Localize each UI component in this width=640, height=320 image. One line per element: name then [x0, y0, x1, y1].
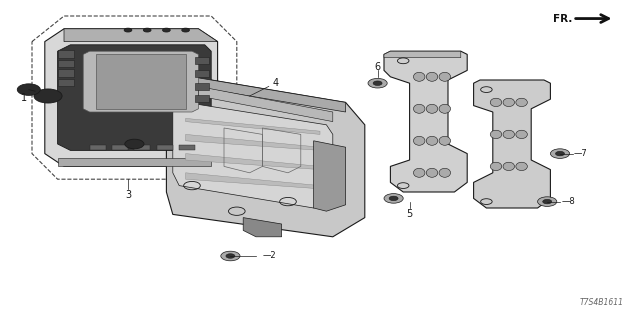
- Ellipse shape: [426, 168, 438, 177]
- Text: 1: 1: [21, 92, 28, 103]
- Circle shape: [543, 199, 552, 204]
- Circle shape: [226, 254, 235, 258]
- Ellipse shape: [439, 104, 451, 113]
- Polygon shape: [96, 54, 186, 109]
- Polygon shape: [243, 218, 282, 237]
- Polygon shape: [384, 51, 461, 58]
- Circle shape: [389, 196, 398, 201]
- Bar: [195, 83, 209, 90]
- Circle shape: [221, 251, 240, 261]
- Ellipse shape: [516, 130, 527, 139]
- Ellipse shape: [503, 130, 515, 139]
- Circle shape: [368, 78, 387, 88]
- Polygon shape: [192, 77, 346, 112]
- Text: 4: 4: [272, 78, 278, 88]
- Polygon shape: [173, 102, 333, 208]
- Ellipse shape: [490, 98, 502, 107]
- Bar: [179, 145, 195, 150]
- Ellipse shape: [426, 104, 438, 113]
- Bar: [195, 95, 209, 102]
- Polygon shape: [58, 45, 211, 150]
- Ellipse shape: [439, 136, 451, 145]
- Bar: [58, 158, 211, 166]
- Polygon shape: [474, 80, 550, 208]
- Circle shape: [384, 194, 403, 203]
- Text: T7S4B1611: T7S4B1611: [580, 298, 624, 307]
- Circle shape: [373, 81, 382, 85]
- Ellipse shape: [426, 136, 438, 145]
- Circle shape: [143, 28, 151, 32]
- Circle shape: [163, 28, 170, 32]
- Bar: [58, 50, 74, 58]
- Ellipse shape: [503, 98, 515, 107]
- Text: —7: —7: [574, 149, 588, 158]
- Bar: [134, 145, 150, 150]
- Polygon shape: [186, 154, 320, 170]
- Text: FR.: FR.: [554, 13, 573, 24]
- Polygon shape: [186, 118, 320, 134]
- Bar: [58, 69, 74, 77]
- Circle shape: [125, 139, 144, 149]
- Bar: [58, 79, 74, 86]
- Ellipse shape: [503, 162, 515, 171]
- Bar: [195, 70, 209, 77]
- Ellipse shape: [413, 136, 425, 145]
- Text: —8: —8: [561, 197, 575, 206]
- Polygon shape: [314, 141, 346, 211]
- Polygon shape: [166, 77, 365, 237]
- Bar: [58, 60, 74, 67]
- Circle shape: [34, 89, 62, 103]
- Ellipse shape: [516, 98, 527, 107]
- Polygon shape: [198, 86, 333, 122]
- Circle shape: [550, 149, 570, 158]
- FancyArrowPatch shape: [575, 15, 609, 22]
- Bar: [90, 145, 106, 150]
- Ellipse shape: [413, 104, 425, 113]
- Ellipse shape: [426, 72, 438, 81]
- Polygon shape: [83, 51, 198, 112]
- Ellipse shape: [490, 130, 502, 139]
- Polygon shape: [384, 51, 467, 192]
- Ellipse shape: [490, 162, 502, 171]
- Circle shape: [538, 197, 557, 206]
- Text: 3: 3: [125, 190, 131, 200]
- Polygon shape: [186, 134, 320, 150]
- Bar: [195, 57, 209, 64]
- Polygon shape: [45, 29, 218, 166]
- Circle shape: [182, 28, 189, 32]
- Text: —2: —2: [262, 252, 276, 260]
- Text: 6: 6: [374, 62, 381, 72]
- Polygon shape: [64, 29, 218, 42]
- Ellipse shape: [413, 72, 425, 81]
- Text: 5: 5: [406, 209, 413, 220]
- Circle shape: [17, 84, 40, 95]
- Bar: [157, 145, 173, 150]
- Ellipse shape: [413, 168, 425, 177]
- Ellipse shape: [439, 168, 451, 177]
- Polygon shape: [186, 173, 320, 189]
- Circle shape: [124, 28, 132, 32]
- Ellipse shape: [439, 72, 451, 81]
- Circle shape: [556, 151, 564, 156]
- Ellipse shape: [516, 162, 527, 171]
- Bar: [112, 145, 128, 150]
